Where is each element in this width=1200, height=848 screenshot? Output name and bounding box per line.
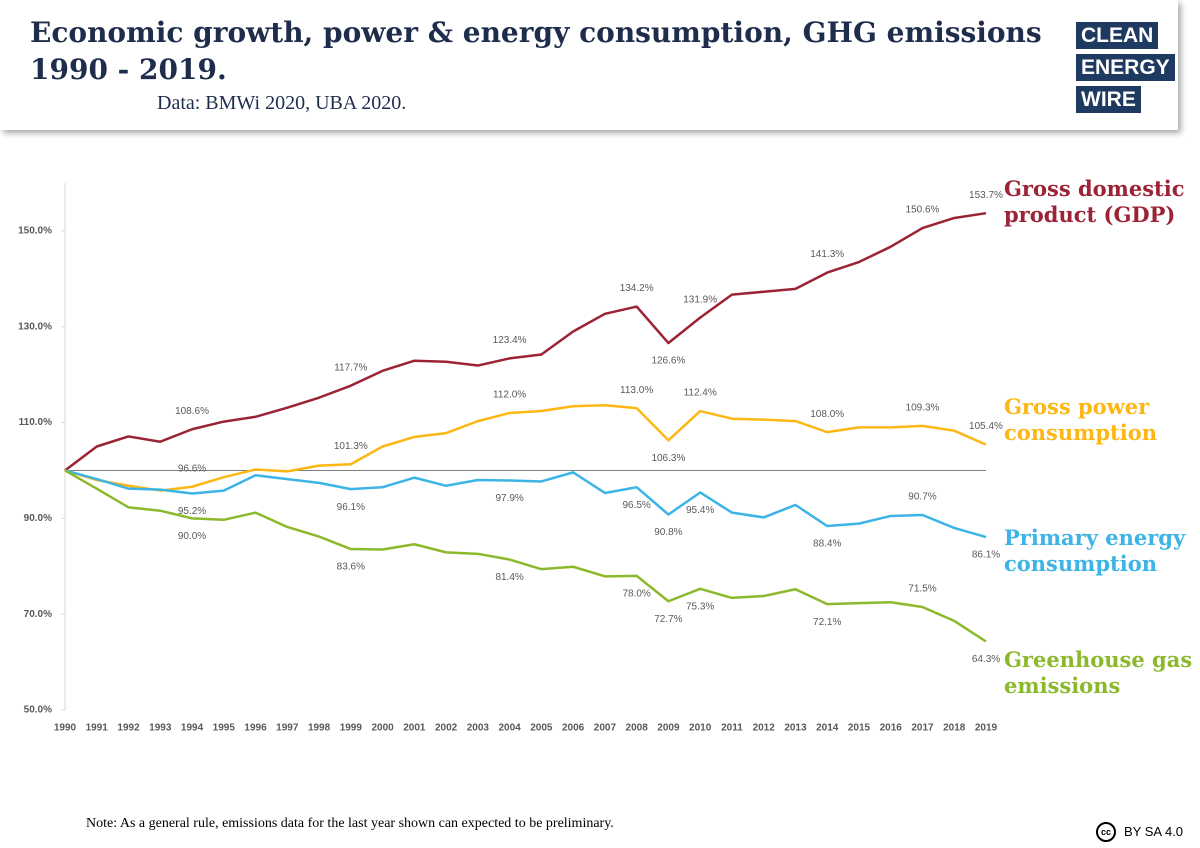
data-label: 96.6% — [178, 463, 206, 474]
x-tick-label: 2019 — [975, 723, 998, 734]
x-tick-label: 2018 — [943, 723, 966, 734]
data-label: 86.1% — [972, 550, 1000, 561]
data-label: 117.7% — [334, 362, 367, 373]
x-tick-label: 2017 — [911, 723, 934, 734]
x-tick-label: 1999 — [340, 723, 363, 734]
data-label: 126.6% — [651, 356, 685, 367]
data-label: 105.4% — [969, 421, 1003, 432]
data-label: 97.9% — [495, 493, 523, 504]
y-tick-label: 110.0% — [19, 417, 52, 428]
series-line — [64, 211, 987, 472]
x-tick-label: 2014 — [816, 723, 839, 734]
subtitle: Data: BMWi 2020, UBA 2020. — [157, 92, 407, 114]
x-tick-label: 2009 — [657, 723, 680, 734]
series-line — [64, 469, 987, 643]
data-label: 101.3% — [334, 441, 368, 452]
series-line — [64, 469, 987, 539]
data-label: 131.9% — [683, 294, 717, 305]
license: BY SA 4.0 — [1124, 824, 1184, 839]
data-label: 150.6% — [906, 205, 940, 216]
data-label: 134.2% — [620, 283, 654, 294]
data-label: 141.3% — [810, 249, 844, 260]
x-tick-label: 2002 — [435, 723, 458, 734]
x-tick-label: 2001 — [403, 723, 426, 734]
x-tick-label: 2004 — [498, 723, 521, 734]
data-label: 123.4% — [493, 335, 527, 346]
legend-label: Gross domestic product (GDP) — [1004, 176, 1185, 227]
data-label: 112.4% — [684, 388, 717, 399]
data-label: 88.4% — [813, 539, 841, 550]
data-label: 72.7% — [654, 614, 682, 625]
y-tick-label: 50.0% — [24, 705, 52, 716]
data-label: 106.3% — [651, 453, 685, 464]
data-label: 96.1% — [337, 502, 365, 513]
x-tick-label: 1993 — [149, 723, 172, 734]
data-label: 81.4% — [495, 572, 523, 583]
x-tick-label: 2008 — [626, 723, 649, 734]
x-tick-label: 2016 — [880, 723, 903, 734]
y-tick-label: 90.0% — [24, 513, 52, 524]
x-tick-label: 1998 — [308, 723, 331, 734]
legend-label: Greenhouse gas emissions — [1004, 647, 1193, 698]
legend-label: Primary energy consumption — [1004, 525, 1186, 576]
chart-title: Economic growth, power & energy consumpt… — [30, 16, 1042, 86]
logo-text: CLEAN — [1076, 22, 1159, 49]
data-label: 72.1% — [813, 617, 841, 628]
x-tick-label: 2012 — [753, 723, 776, 734]
legend-label: Gross power consumption — [1004, 394, 1158, 445]
logo-text: ENERGY — [1076, 54, 1175, 81]
data-label: 108.6% — [175, 406, 209, 417]
logo-text: WIRE — [1076, 86, 1141, 113]
x-tick-label: 1992 — [117, 723, 140, 734]
y-tick-label: 150.0% — [18, 226, 52, 237]
data-label: 113.0% — [620, 385, 653, 396]
x-tick-label: 2000 — [371, 723, 394, 734]
series-line — [64, 404, 987, 492]
data-label: 71.5% — [908, 584, 936, 595]
x-tick-label: 1994 — [181, 723, 204, 734]
y-tick-label: 130.0% — [18, 321, 52, 332]
data-label: 64.3% — [972, 654, 1000, 665]
x-tick-label: 1990 — [54, 723, 77, 734]
x-tick-label: 2013 — [784, 723, 807, 734]
data-label: 112.0% — [493, 390, 526, 401]
x-tick-label: 1996 — [244, 723, 267, 734]
data-label: 108.0% — [810, 409, 844, 420]
x-tick-label: 2006 — [562, 723, 585, 734]
data-label: 83.6% — [337, 562, 365, 573]
x-tick-label: 1995 — [213, 723, 236, 734]
x-tick-label: 2011 — [721, 723, 743, 734]
data-label: 96.5% — [622, 500, 650, 511]
data-label: 153.7% — [969, 190, 1003, 201]
data-label: 90.8% — [654, 527, 682, 538]
x-tick-label: 1997 — [276, 723, 299, 734]
y-tick-label: 70.0% — [24, 609, 52, 620]
cc-icon: cc — [1096, 822, 1116, 842]
data-label: 90.7% — [908, 492, 936, 503]
note: Note: As a general rule, emissions data … — [86, 816, 614, 831]
x-tick-label: 2007 — [594, 723, 617, 734]
data-label: 78.0% — [622, 588, 650, 599]
data-label: 95.2% — [178, 506, 206, 517]
data-label: 75.3% — [686, 601, 714, 612]
header: Economic growth, power & energy consumpt… — [0, 0, 1178, 130]
x-tick-label: 2005 — [530, 723, 553, 734]
data-label: 95.4% — [686, 505, 714, 516]
data-label: 90.0% — [178, 531, 206, 542]
data-label: 109.3% — [906, 403, 940, 414]
x-tick-label: 1991 — [86, 723, 109, 734]
x-tick-label: 2015 — [848, 723, 871, 734]
x-tick-label: 2010 — [689, 723, 712, 734]
x-tick-label: 2003 — [467, 723, 490, 734]
